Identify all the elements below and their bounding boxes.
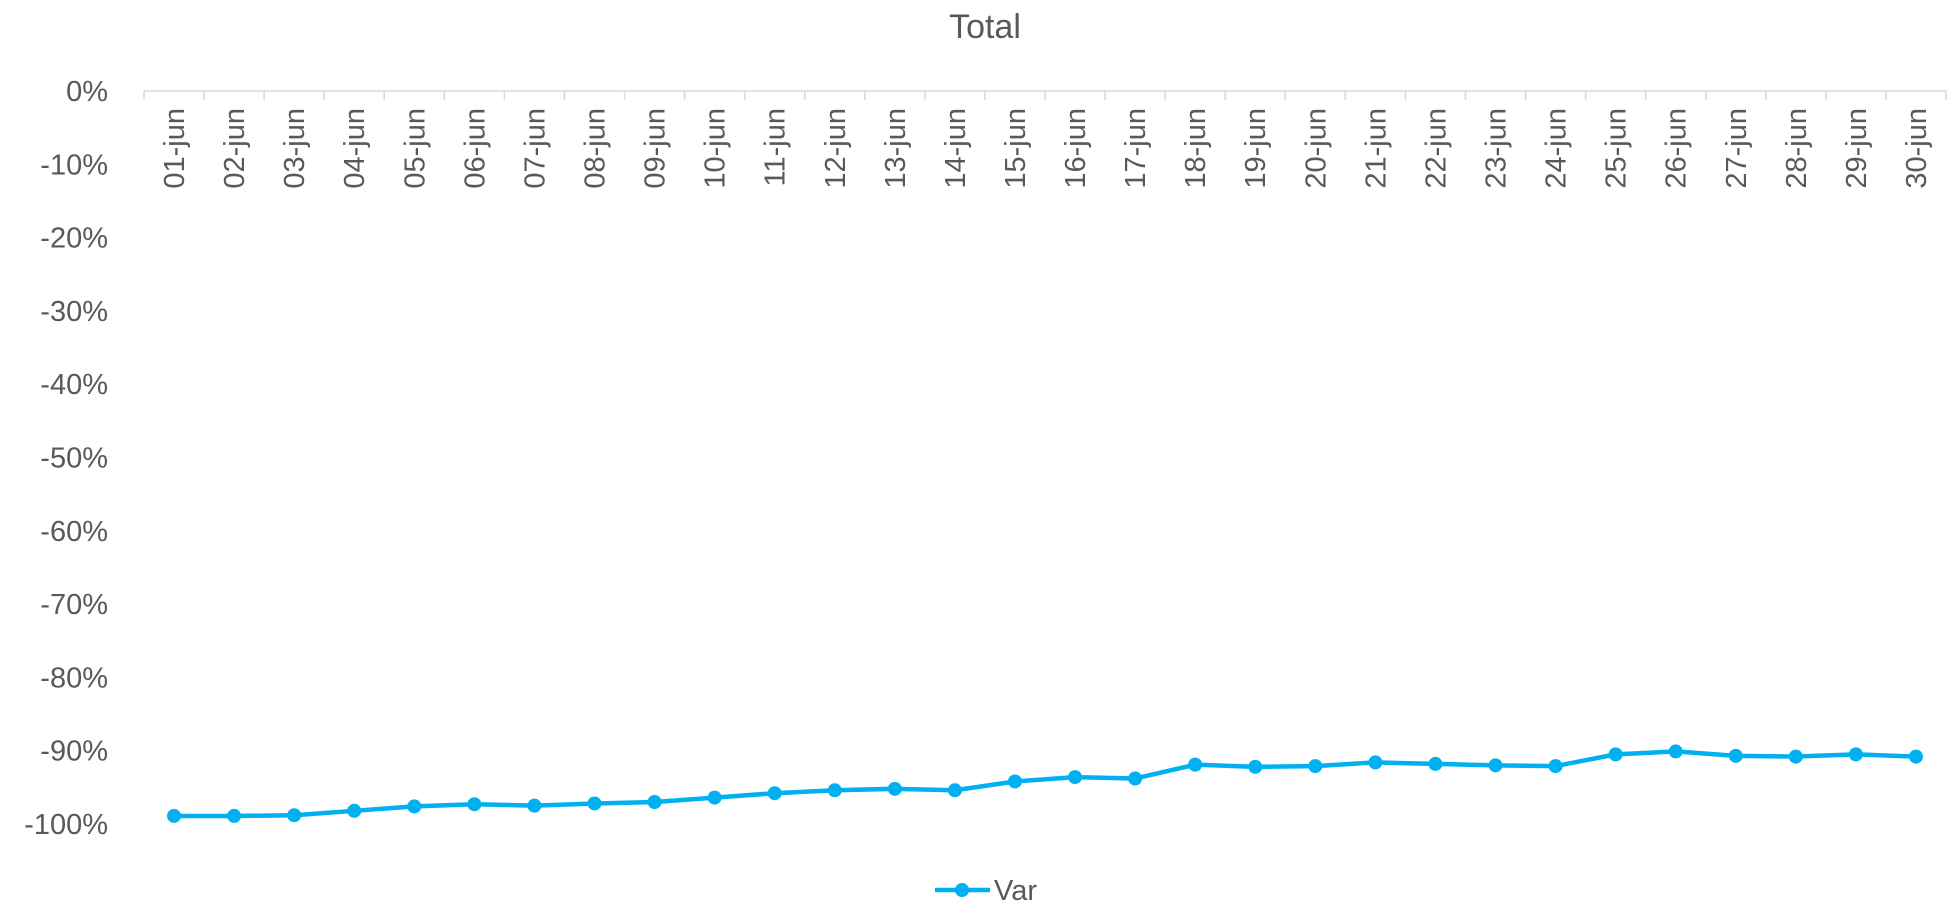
x-tick-label: 10-jun: [700, 108, 732, 189]
x-tick-label: 06-jun: [459, 108, 491, 189]
x-tick-label: 23-jun: [1481, 108, 1513, 189]
chart-title: Total: [949, 8, 1021, 46]
data-point: [1248, 759, 1263, 774]
x-tick-label: 07-jun: [519, 108, 551, 189]
x-tick-label: 04-jun: [339, 108, 371, 189]
x-tick-label: 17-jun: [1120, 108, 1152, 189]
x-tick-label: 19-jun: [1240, 108, 1272, 189]
y-tick-label: -70%: [40, 589, 108, 621]
x-tick-label: 14-jun: [940, 108, 972, 189]
data-point: [1068, 770, 1083, 785]
data-point: [347, 803, 362, 818]
x-tick-labels: 01-jun 02-jun 03-jun 04-jun 05-jun 06-jun 07-j…: [159, 108, 1933, 189]
data-point: [1308, 759, 1323, 774]
legend: Var: [935, 875, 1037, 907]
data-point: [527, 798, 542, 813]
y-tick-label: 0%: [66, 76, 108, 108]
data-point: [1007, 774, 1022, 789]
y-tick-label: -90%: [40, 736, 108, 768]
data-point: [287, 808, 302, 823]
data-point: [1368, 755, 1383, 770]
series-line-var: [171, 749, 1919, 819]
x-tick-label: 20-jun: [1300, 108, 1332, 189]
legend-marker-var: [955, 883, 969, 897]
x-tick-label: 28-jun: [1781, 108, 1813, 189]
x-tick-label: 15-jun: [1000, 108, 1032, 189]
x-tick-label: 26-jun: [1661, 108, 1693, 189]
y-tick-label: -50%: [40, 443, 108, 475]
x-tick-label: 12-jun: [820, 108, 852, 189]
x-tick-label: 13-jun: [880, 108, 912, 189]
x-tick-label: 29-jun: [1841, 108, 1873, 189]
data-point: [707, 790, 722, 805]
axes: [143, 90, 1947, 100]
x-tick-label: 22-jun: [1420, 108, 1452, 189]
data-point: [1608, 747, 1623, 762]
data-point: [767, 786, 782, 801]
y-tick-labels: 0% -10% -20% -30% -40% -50% -60% -70% -80% -90% -1…: [24, 76, 108, 841]
x-tick-label: 01-jun: [159, 108, 191, 189]
x-tick-label: 18-jun: [1180, 108, 1212, 189]
x-tick-label: 16-jun: [1060, 108, 1092, 189]
y-tick-label: -40%: [40, 369, 108, 401]
x-tick-label: 09-jun: [640, 108, 672, 189]
x-tick-label: 30-jun: [1901, 108, 1933, 189]
data-point: [1548, 759, 1563, 774]
data-point: [467, 797, 482, 812]
data-point: [1188, 757, 1203, 772]
data-point: [1728, 748, 1743, 763]
data-point: [407, 799, 422, 814]
y-tick-label: -60%: [40, 516, 108, 548]
x-tick-label: 02-jun: [219, 108, 251, 189]
x-tick-label: 05-jun: [399, 108, 431, 189]
x-tick-label: 25-jun: [1601, 108, 1633, 189]
x-tick-label: 21-jun: [1360, 108, 1392, 189]
x-tick-label: 27-jun: [1721, 108, 1753, 189]
data-point: [947, 783, 962, 798]
data-point: [1428, 756, 1443, 771]
data-point: [827, 783, 842, 798]
data-point: [227, 808, 242, 823]
legend-label-var: Var: [994, 875, 1037, 907]
data-point: [1488, 758, 1503, 773]
data-point: [1128, 771, 1143, 786]
data-point: [1788, 749, 1803, 764]
y-tick-label: -20%: [40, 223, 108, 255]
y-tick-label: -10%: [40, 149, 108, 181]
data-point: [887, 781, 902, 796]
series-var: [167, 744, 1923, 823]
x-tick-label: 03-jun: [279, 108, 311, 189]
y-tick-label: -80%: [40, 662, 108, 694]
data-point: [167, 808, 182, 823]
x-tick-label: 24-jun: [1541, 108, 1573, 189]
y-tick-label: -30%: [40, 296, 108, 328]
x-tick-label: 11-jun: [760, 108, 792, 186]
y-tick-label: -100%: [24, 809, 108, 841]
data-point: [647, 795, 662, 810]
x-tick-label: 08-jun: [580, 108, 612, 189]
data-point: [1908, 749, 1923, 764]
data-point: [1668, 744, 1683, 759]
data-point: [587, 796, 602, 811]
data-point: [1848, 747, 1863, 762]
